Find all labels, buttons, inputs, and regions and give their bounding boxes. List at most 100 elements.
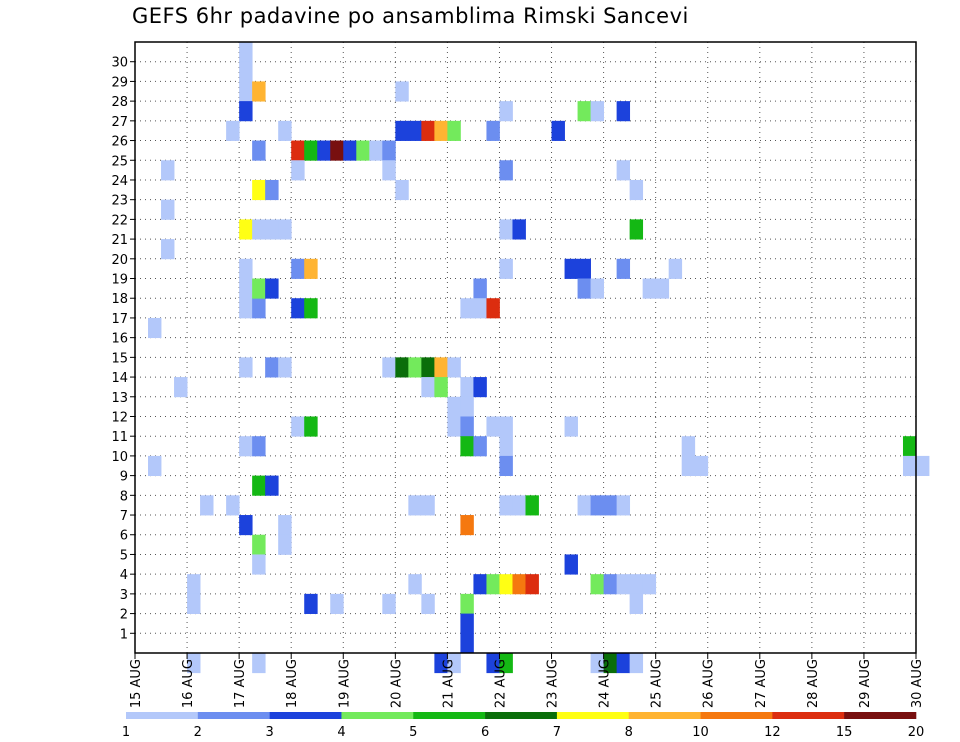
y-tick-label: 11 <box>111 430 128 445</box>
y-tick-label: 28 <box>111 95 128 110</box>
heatmap-cell <box>239 298 253 319</box>
colorbar-label: 6 <box>481 725 489 740</box>
heatmap-cell <box>447 120 461 141</box>
y-tick-label: 16 <box>111 332 128 347</box>
y-tick-label: 14 <box>111 371 128 386</box>
colorbar-swatch <box>772 712 845 719</box>
heatmap-cell <box>512 574 526 595</box>
heatmap-cell <box>252 140 266 161</box>
heatmap-cell <box>252 653 266 674</box>
heatmap-cell <box>603 574 618 595</box>
heatmap-cell <box>603 495 618 516</box>
colorbar: 1 2 3 4 5 6 7 8 10 12 15 20 <box>122 712 924 740</box>
heatmap-cell <box>512 219 526 240</box>
x-tick-label: 15 AUG <box>129 659 144 708</box>
heatmap-cell <box>460 396 474 417</box>
heatmap-cell <box>304 298 318 319</box>
heatmap-cell <box>382 140 396 161</box>
heatmap-cell <box>499 574 513 595</box>
heatmap-cell <box>291 416 305 437</box>
heatmap-cell <box>304 416 318 437</box>
x-tick-label: 29 AUG <box>858 659 873 708</box>
heatmap-cell <box>460 515 474 536</box>
heatmap-cell <box>317 140 331 161</box>
heatmap-cell <box>590 574 604 595</box>
heatmap-cell <box>408 120 422 141</box>
heatmap-cell <box>291 298 305 319</box>
heatmap-cell <box>499 653 513 674</box>
heatmap-cell <box>681 455 696 477</box>
heatmap-cell <box>421 377 435 398</box>
heatmap-cell <box>252 219 266 240</box>
heatmap-cell <box>499 258 513 279</box>
heatmap-cell <box>499 219 513 240</box>
heatmap-cell <box>187 574 201 595</box>
heatmap-cell <box>239 436 253 457</box>
heatmap-cell <box>499 416 513 437</box>
colorbar-label: 3 <box>265 725 273 740</box>
x-tick-label: 26 AUG <box>702 659 717 708</box>
heatmap-cell <box>421 593 435 614</box>
heatmap-cell <box>577 495 591 516</box>
heatmap-cell <box>278 357 292 378</box>
y-tick-label: 7 <box>120 509 128 524</box>
x-tick-label: 30 AUG <box>910 659 925 708</box>
heatmap-cell <box>473 436 487 457</box>
colorbar-swatch <box>485 712 558 719</box>
x-tick-label: 20 AUG <box>389 659 404 708</box>
heatmap-cell <box>629 179 644 201</box>
heatmap-cell <box>499 455 513 477</box>
colorbar-label: 8 <box>625 725 633 740</box>
plot-frame <box>134 41 917 654</box>
heatmap-cell <box>603 653 618 674</box>
heatmap-cell <box>226 120 240 141</box>
heatmap-cell <box>304 140 318 161</box>
x-tick-label: 25 AUG <box>650 659 665 708</box>
colorbar-label: 12 <box>764 725 781 740</box>
heatmap-cell <box>421 357 435 378</box>
heatmap-cell <box>473 298 487 319</box>
heatmap-cell <box>434 120 448 141</box>
colorbar-swatch <box>269 712 342 719</box>
heatmap-cell <box>252 534 266 555</box>
x-tick-label: 16 AUG <box>181 659 196 708</box>
colorbar-swatch <box>341 712 414 719</box>
heatmap-cell <box>499 436 513 457</box>
heatmap-cell <box>265 219 279 240</box>
heatmap-cell <box>265 278 279 299</box>
heatmap-cell <box>486 416 500 437</box>
heatmap-cell <box>239 42 253 63</box>
heatmap-cell <box>447 396 461 417</box>
heatmap-cell <box>655 278 670 299</box>
y-axis: 1234567891011121314151617181920212223242… <box>111 56 135 642</box>
heatmap-cell <box>447 653 461 674</box>
y-tick-label: 26 <box>111 135 128 150</box>
heatmap-cell <box>486 298 500 319</box>
heatmap-cell <box>148 455 162 477</box>
heatmap-cell <box>460 416 474 437</box>
heatmap-cell <box>577 258 591 279</box>
heatmap-cell <box>174 377 188 398</box>
colorbar-label: 1 <box>122 725 130 740</box>
x-axis: 15 AUG 16 AUG 17 AUG 18 AUG 19 AUG 20 AUG 21 A… <box>129 653 925 708</box>
heatmap-cell <box>499 101 513 122</box>
heatmap-cell <box>447 416 461 437</box>
heatmap-cell <box>564 258 578 279</box>
y-tick-label: 27 <box>111 115 128 130</box>
heatmap-cell <box>304 258 318 279</box>
heatmap-cell <box>421 495 435 516</box>
heatmap-cell <box>512 495 526 516</box>
colorbar-label: 5 <box>409 725 417 740</box>
heatmap-cell <box>239 101 253 122</box>
colorbar-label: 4 <box>337 725 345 740</box>
heatmap-cell <box>239 61 253 82</box>
colorbar-label: 15 <box>836 725 853 740</box>
heatmap-cell <box>590 653 604 674</box>
heatmap-cell <box>278 534 292 555</box>
heatmap-cell <box>577 101 591 122</box>
heatmap-cell <box>616 574 631 595</box>
y-tick-label: 5 <box>120 548 128 563</box>
colorbar-swatch <box>126 712 199 719</box>
heatmap-cell <box>629 574 644 595</box>
heatmap-cell <box>252 278 266 299</box>
